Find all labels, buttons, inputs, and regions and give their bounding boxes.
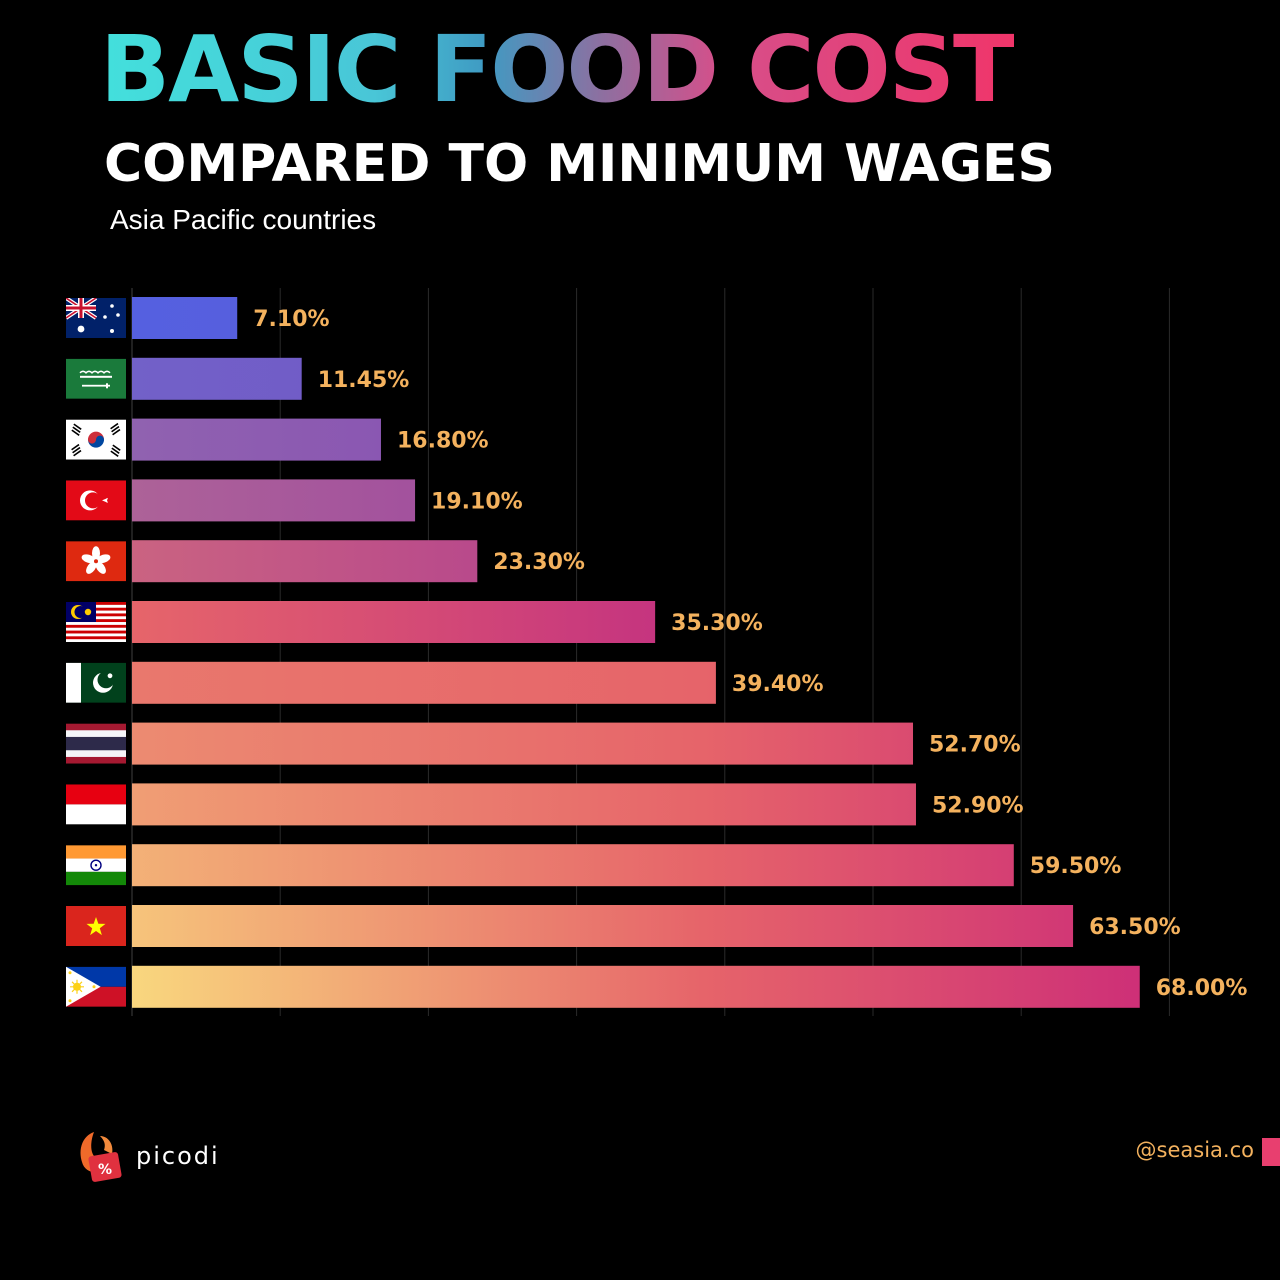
bar-india: [132, 844, 1014, 887]
flag-malaysia-icon: [66, 602, 126, 642]
value-label: 23.30%: [493, 550, 585, 575]
bar-hong-kong: [132, 540, 478, 583]
value-label: 16.80%: [397, 429, 489, 454]
bar-philippines: [132, 965, 1140, 1008]
bar-pakistan: [132, 661, 716, 704]
flag-turkey-icon: [66, 480, 126, 521]
value-label: 52.90%: [932, 793, 1024, 818]
value-label: 39.40%: [732, 672, 824, 697]
value-label: 52.70%: [929, 733, 1021, 758]
value-label: 59.50%: [1030, 854, 1122, 879]
value-label: 35.30%: [671, 611, 763, 636]
bar-vietnam: [132, 905, 1074, 947]
flag-india-icon: [66, 845, 126, 886]
bar-saudi-arabia: [132, 357, 302, 400]
value-label: 19.10%: [431, 489, 523, 514]
flag-indonesia-icon: [66, 784, 126, 825]
value-label: 7.10%: [253, 307, 329, 332]
bar-indonesia: [132, 783, 916, 826]
brand-name: picodi: [136, 1142, 220, 1170]
handle-accent-bar: [1262, 1138, 1280, 1166]
bar-south-korea: [132, 418, 381, 461]
flag-australia-icon: [66, 298, 126, 338]
brand: % picodi: [74, 1128, 220, 1184]
region-caption: Asia Pacific countries: [110, 204, 377, 235]
flag-pakistan-icon: [66, 662, 126, 703]
page-title: BASIC FOOD COST: [100, 16, 1016, 123]
value-label: 68.00%: [1156, 976, 1248, 1001]
value-label: 63.50%: [1089, 915, 1181, 940]
svg-text:%: %: [98, 1162, 112, 1178]
page-subtitle: COMPARED TO MINIMUM WAGES: [104, 134, 1056, 194]
bar-malaysia: [132, 601, 656, 643]
bar-chart: 7.10% 11.45% 16.80% 19.10% 23.30% 35.30% 39.40…: [66, 288, 1248, 1016]
flag-saudi-arabia-icon: [66, 358, 126, 399]
bar-turkey: [132, 479, 416, 522]
bar-australia: [132, 297, 238, 339]
flag-south-korea-icon: [66, 419, 126, 460]
picodi-logo-icon: %: [80, 1132, 122, 1182]
flag-thailand-icon: [66, 723, 126, 764]
bar-thailand: [132, 722, 914, 765]
flag-philippines-icon: [66, 966, 126, 1007]
value-label: 11.45%: [318, 368, 410, 393]
social-handle: @seasia.co: [1135, 1138, 1254, 1162]
flag-vietnam-icon: [66, 906, 126, 946]
flag-hong-kong-icon: [66, 541, 126, 582]
